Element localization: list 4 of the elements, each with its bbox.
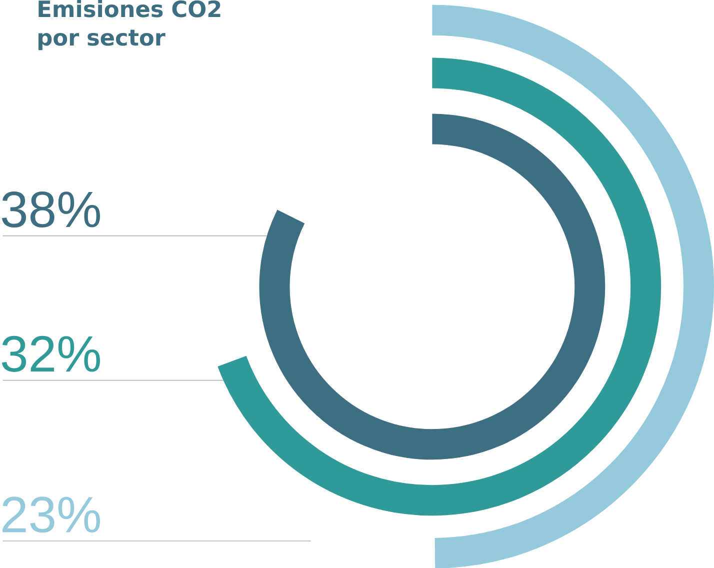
data-label: 23% xyxy=(2,496,100,532)
data-label: 38% xyxy=(2,191,100,228)
data-label: 32% xyxy=(2,336,100,372)
text: Emisiones CO2 por sector xyxy=(38,0,220,50)
